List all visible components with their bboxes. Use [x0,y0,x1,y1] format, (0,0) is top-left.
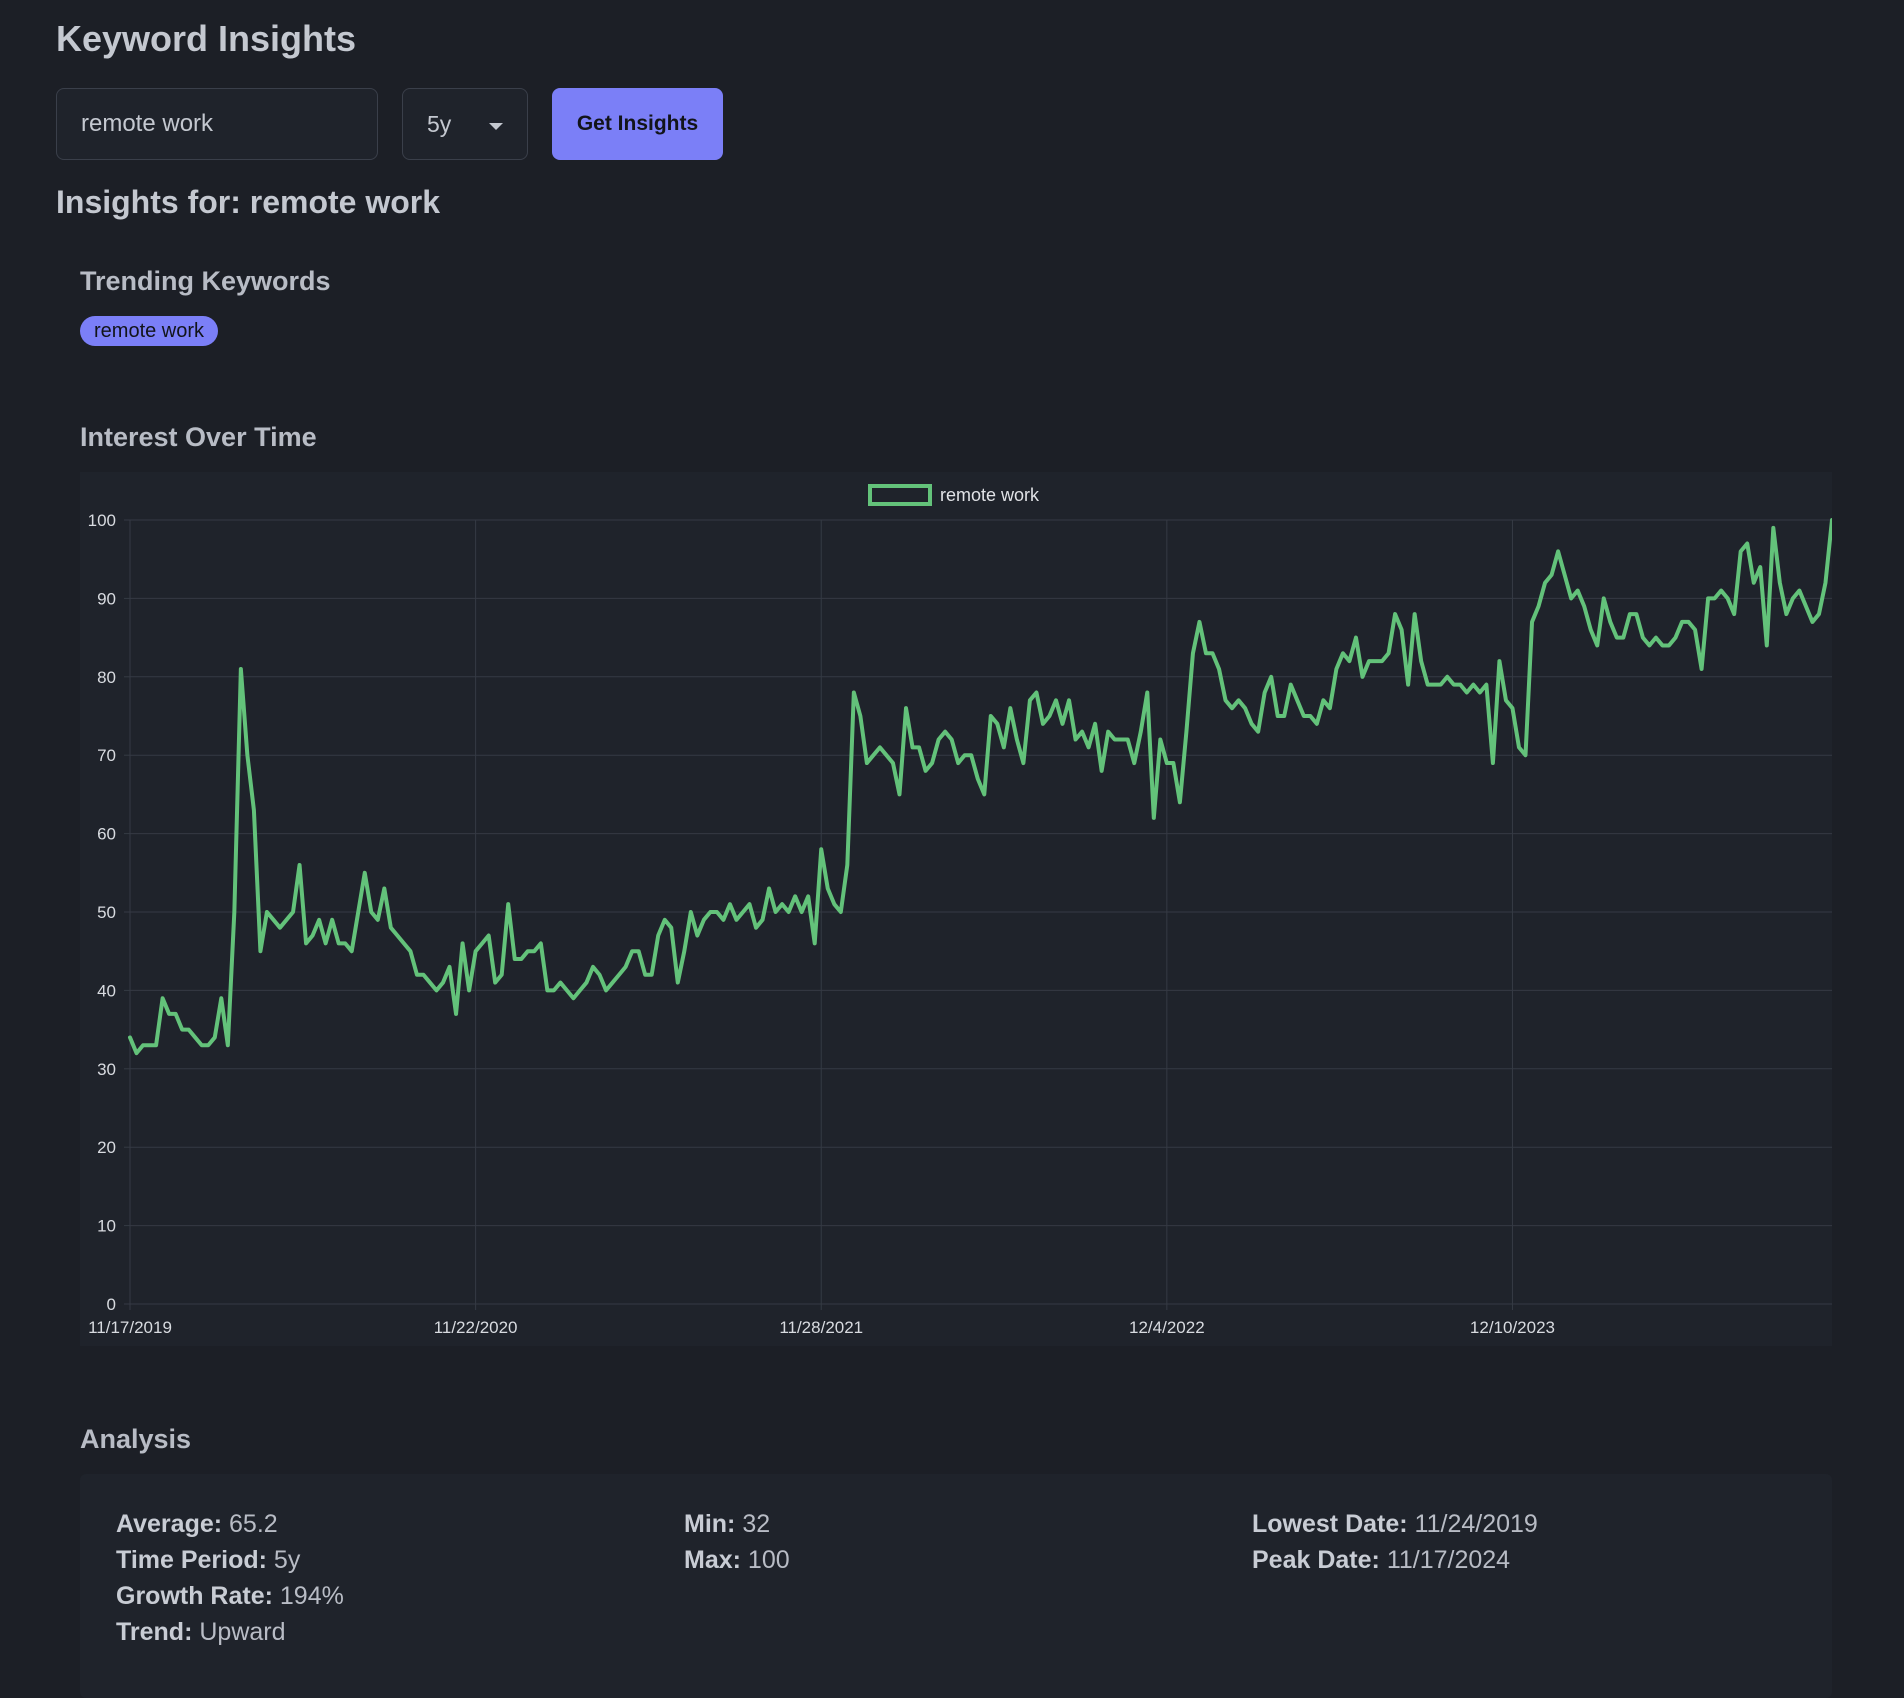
legend-swatch [868,484,932,506]
interest-chart: 0 10 20 30 40 50 60 70 80 90 100 11/17/2019 11/22/20… [80,472,1832,1346]
stat-growth-rate: Growth Rate: 194% [116,1582,344,1610]
y-tick-label: 20 [97,1138,116,1157]
stat-average: Average: 65.2 [116,1510,278,1538]
series-line-remote-work [128,518,1832,1056]
page-title: Keyword Insights [56,18,357,59]
y-tick-label: 70 [97,746,116,765]
insights-heading: Insights for: remote work [56,184,441,220]
get-insights-button[interactable]: Get Insights [552,88,723,160]
stat-time-period: Time Period: 5y [116,1546,301,1574]
time-period-value: 5y [427,110,452,137]
x-tick-label: 11/28/2021 [779,1318,863,1337]
keyword-chip[interactable]: remote work [80,316,219,346]
keyword-search-input[interactable] [56,88,378,160]
legend-label: remote work [940,485,1040,505]
x-tick-label: 11/22/2020 [434,1318,518,1337]
trending-keywords-title: Trending Keywords [80,266,331,296]
y-tick-label: 100 [88,511,116,530]
y-tick-label: 30 [97,1060,116,1079]
y-tick-label: 60 [97,825,116,844]
analysis-panel: Average: 65.2 Time Period: 5y Growth Rat… [80,1474,1832,1698]
interest-chart-svg: 0 10 20 30 40 50 60 70 80 90 100 11/17/2019 11/22/20… [88,484,1832,1337]
stat-peak-date: Peak Date: 11/17/2024 [1252,1546,1511,1574]
stat-max: Max: 100 [684,1546,790,1574]
chevron-down-icon [489,123,503,130]
y-tick-label: 50 [97,903,116,922]
y-tick-label: 80 [97,668,116,687]
stat-trend: Trend: Upward [116,1618,286,1646]
x-tick-label: 11/17/2019 [88,1318,172,1337]
stat-min: Min: 32 [684,1510,771,1538]
analysis-title: Analysis [80,1424,192,1454]
x-tick-label: 12/10/2023 [1470,1318,1555,1337]
y-tick-label: 0 [107,1295,116,1314]
interest-over-time-title: Interest Over Time [80,422,317,452]
stat-lowest-date: Lowest Date: 11/24/2019 [1252,1510,1538,1538]
y-tick-label: 90 [97,589,116,608]
y-tick-label: 10 [97,1217,116,1236]
x-tick-label: 12/4/2022 [1129,1318,1205,1337]
time-period-select[interactable]: 5y [402,88,528,160]
y-tick-label: 40 [97,981,116,1000]
